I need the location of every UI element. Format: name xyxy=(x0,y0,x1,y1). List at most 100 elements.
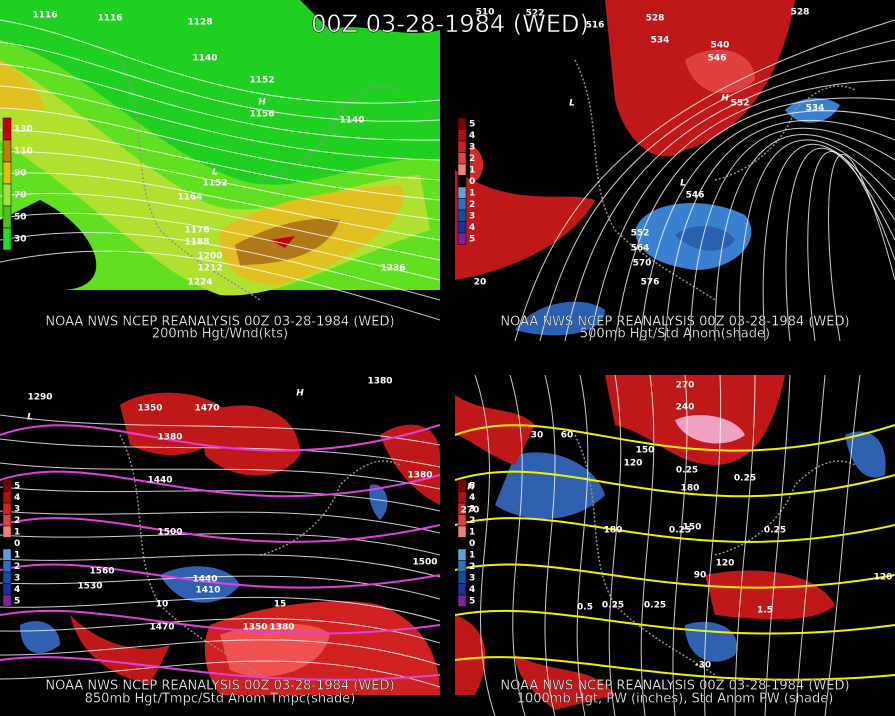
contour-line xyxy=(828,153,895,341)
map-title: 00Z 03-28-1984 (WED) xyxy=(311,10,589,38)
contour-label: 564 xyxy=(631,244,650,254)
contour-label: 552 xyxy=(731,99,750,109)
legend-label: 5 xyxy=(14,481,20,491)
contour-line xyxy=(672,375,688,716)
contour-label: 0.25 xyxy=(644,601,666,611)
legend-swatch xyxy=(2,491,12,504)
contour-label: 270 xyxy=(461,506,480,516)
contour-label: 1350 xyxy=(242,623,267,633)
panel-subtitle: 500mb Hgt/Std Anom(shade) xyxy=(580,327,770,342)
contour-label: 1152 xyxy=(249,76,274,86)
contour-label: 240 xyxy=(676,403,695,413)
legend-label: 5 xyxy=(14,596,20,606)
contour-line xyxy=(0,533,440,556)
legend-label: 4 xyxy=(469,223,475,233)
contour-label: 120 xyxy=(716,559,735,569)
contour-line xyxy=(664,120,895,341)
coastline xyxy=(574,59,856,301)
legend-swatch xyxy=(457,232,467,245)
legend-label: 3 xyxy=(14,573,20,583)
contour-line xyxy=(0,232,440,301)
contour-line xyxy=(734,375,756,716)
contour-line xyxy=(0,250,440,321)
contour-label: L xyxy=(212,168,218,178)
legend-label: 2 xyxy=(14,562,20,572)
contour-line xyxy=(539,39,895,341)
legend-label: 130 xyxy=(14,125,33,135)
legend-swatch xyxy=(2,117,12,141)
contour-label: 1176 xyxy=(184,226,209,236)
coastline xyxy=(119,59,401,301)
map-panel: 130 110 90 70 50 30 1116 1116 1128 1140 1152 H 1156 L… xyxy=(0,0,440,342)
contour-line xyxy=(689,127,895,341)
legend-swatch xyxy=(2,227,12,251)
shaded-region xyxy=(200,405,300,476)
contour-line xyxy=(0,424,440,452)
legend-swatch xyxy=(2,161,12,185)
legend-label: 1 xyxy=(469,550,475,560)
contour-line xyxy=(807,151,895,341)
legend-swatch xyxy=(457,548,467,561)
contour-label: 1470 xyxy=(149,623,174,633)
contour-line xyxy=(0,517,440,543)
contour-line xyxy=(455,656,895,681)
contour-label: 1380 xyxy=(269,623,294,633)
contour-label: 150 xyxy=(636,446,655,456)
contour-line xyxy=(0,656,440,681)
legend-label: 2 xyxy=(469,562,475,572)
shaded-region xyxy=(845,431,886,478)
contour-label: 10 xyxy=(156,600,169,610)
contour-label: 1500 xyxy=(157,528,182,538)
contour-line xyxy=(455,563,895,589)
legend-label: 3 xyxy=(14,504,20,514)
shaded-region xyxy=(160,566,240,603)
legend-label: 70 xyxy=(14,191,27,201)
contour-label: 0.25 xyxy=(669,526,691,536)
legend-label: 50 xyxy=(14,213,27,223)
contour-label: 90 xyxy=(694,571,707,581)
contour-label: 516 xyxy=(586,21,605,31)
contour-label: 1140 xyxy=(192,54,217,64)
contour-line xyxy=(564,59,895,341)
legend-swatch xyxy=(457,129,467,142)
contour-line xyxy=(764,375,791,716)
contour-label: 576 xyxy=(641,278,660,288)
legend-swatch xyxy=(457,514,467,527)
contour-line xyxy=(714,134,895,341)
legend-swatch xyxy=(457,479,467,492)
legend-label: 4 xyxy=(469,493,475,503)
contour-label: 552 xyxy=(631,229,650,239)
legend-swatch xyxy=(457,198,467,211)
panel-caption: NOAA NWS NCEP REANALYSIS 00Z 03-28-1984 … xyxy=(45,679,394,694)
legend-swatch xyxy=(2,514,12,527)
legend-swatch xyxy=(2,205,12,229)
legend-swatch xyxy=(457,163,467,176)
contour-line xyxy=(739,139,895,341)
legend-swatch xyxy=(2,548,12,561)
contour-line xyxy=(0,470,440,498)
contour-line xyxy=(0,438,440,468)
contour-label: 1116 xyxy=(32,11,57,21)
shaded-region xyxy=(685,49,755,94)
contour-line xyxy=(544,375,556,716)
legend-swatch xyxy=(457,594,467,607)
contour-label: 540 xyxy=(711,41,730,51)
panel-caption: NOAA NWS NCEP REANALYSIS 00Z 03-28-1984 … xyxy=(45,315,394,330)
shaded-region xyxy=(675,225,735,251)
contour-line xyxy=(824,375,861,716)
contour-label: 1224 xyxy=(187,278,212,288)
legend-swatch xyxy=(2,502,12,515)
contour-label: 522 xyxy=(526,9,545,19)
contour-label: 180 xyxy=(604,526,623,536)
map-layer xyxy=(455,375,895,716)
shaded-region xyxy=(0,60,45,110)
contour-label: 1380 xyxy=(367,377,392,387)
legend-swatch xyxy=(2,139,12,163)
contour-label: 570 xyxy=(633,259,652,269)
contour-label: 0.5 xyxy=(577,603,593,613)
contour-label: 120 xyxy=(624,459,643,469)
shaded-region xyxy=(455,395,535,465)
contour-line xyxy=(0,151,440,221)
